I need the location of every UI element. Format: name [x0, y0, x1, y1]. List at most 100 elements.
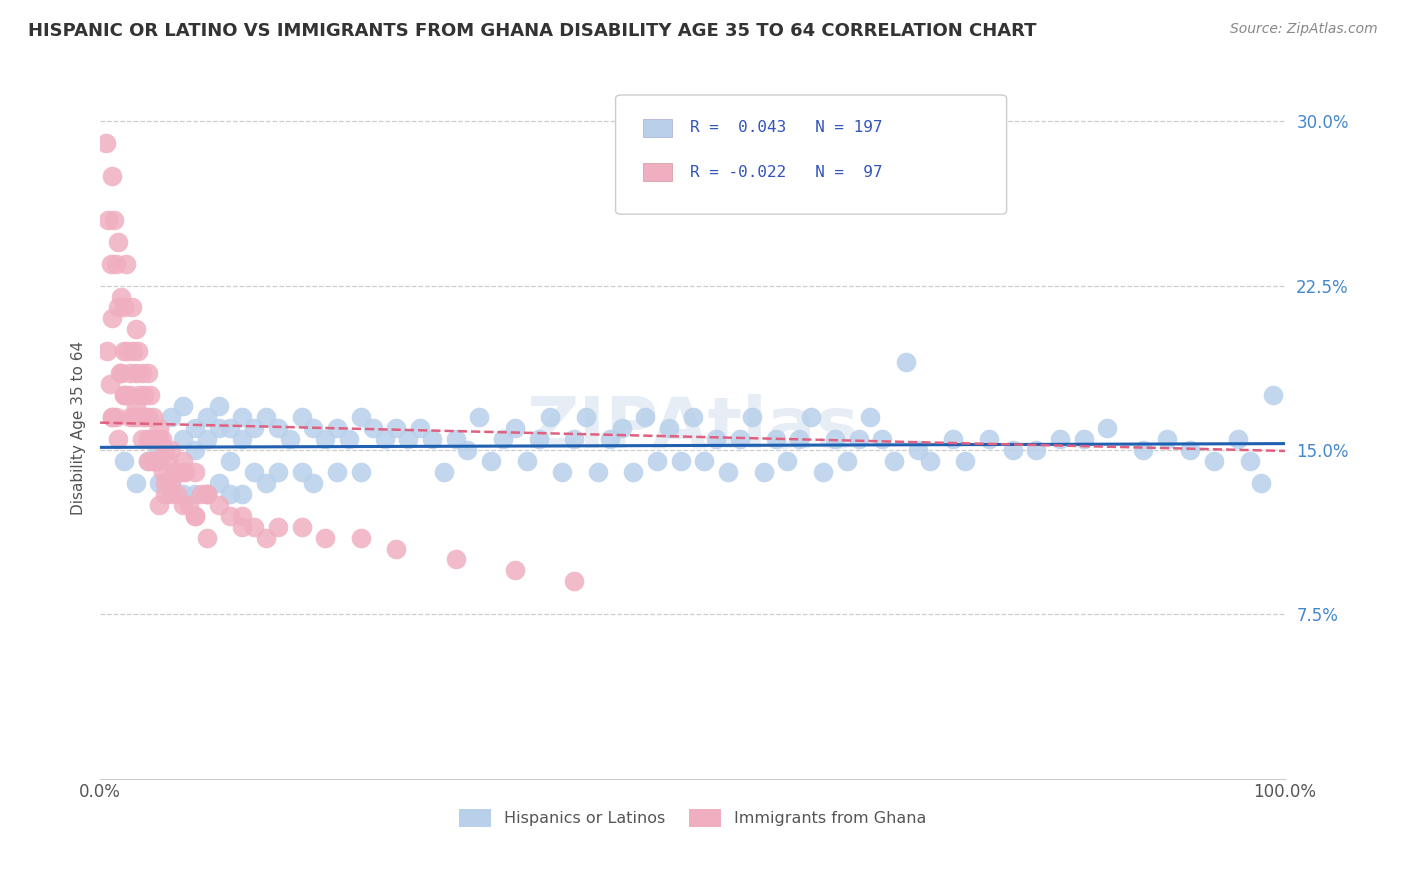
Point [124, 475, 146, 490]
Point [112, 344, 135, 359]
Point [184, 442, 207, 457]
Point [503, 421, 526, 435]
Point [131, 432, 153, 446]
Point [658, 421, 681, 435]
Point [96, 344, 118, 359]
Point [290, 410, 312, 425]
Point [385, 421, 408, 435]
Point [444, 552, 467, 566]
Point [160, 487, 183, 501]
Point [97, 212, 120, 227]
Point [420, 432, 443, 446]
Point [110, 366, 132, 380]
Text: Source: ZipAtlas.com: Source: ZipAtlas.com [1230, 22, 1378, 37]
Point [942, 432, 965, 446]
Point [139, 432, 162, 446]
Point [124, 410, 146, 425]
Point [172, 399, 194, 413]
Point [835, 454, 858, 468]
Point [122, 410, 145, 425]
Point [516, 454, 538, 468]
Point [586, 465, 609, 479]
Point [396, 432, 419, 446]
Point [254, 531, 277, 545]
Text: HISPANIC OR LATINO VS IMMIGRANTS FROM GHANA DISABILITY AGE 35 TO 64 CORRELATION : HISPANIC OR LATINO VS IMMIGRANTS FROM GH… [28, 22, 1036, 40]
Y-axis label: Disability Age 35 to 64: Disability Age 35 to 64 [72, 341, 86, 515]
Point [503, 563, 526, 577]
Point [302, 421, 325, 435]
Point [128, 388, 150, 402]
Point [1250, 475, 1272, 490]
Point [290, 465, 312, 479]
Point [1001, 442, 1024, 457]
Point [136, 454, 159, 468]
Point [195, 487, 218, 501]
Point [350, 531, 373, 545]
Point [110, 366, 132, 380]
Point [174, 465, 197, 479]
Point [101, 410, 124, 425]
Point [314, 432, 336, 446]
Point [1132, 442, 1154, 457]
Point [219, 421, 242, 435]
Point [177, 498, 200, 512]
Point [148, 421, 170, 435]
Point [146, 454, 169, 468]
Point [136, 432, 159, 446]
Point [682, 410, 704, 425]
Point [267, 519, 290, 533]
Point [326, 465, 349, 479]
Point [155, 487, 177, 501]
Point [136, 454, 159, 468]
Point [870, 432, 893, 446]
Point [122, 344, 145, 359]
Point [184, 508, 207, 523]
Point [314, 531, 336, 545]
Point [100, 257, 122, 271]
Point [645, 454, 668, 468]
Point [160, 475, 183, 490]
Point [575, 410, 598, 425]
Text: ZIPAtlas: ZIPAtlas [526, 393, 859, 463]
Point [132, 388, 155, 402]
Point [243, 519, 266, 533]
Legend: Hispanics or Latinos, Immigrants from Ghana: Hispanics or Latinos, Immigrants from Gh… [453, 803, 932, 834]
Point [492, 432, 515, 446]
Point [195, 487, 218, 501]
Point [142, 410, 165, 425]
Point [385, 541, 408, 556]
Point [103, 212, 125, 227]
Point [953, 454, 976, 468]
Point [145, 432, 167, 446]
Point [152, 465, 174, 479]
Point [148, 498, 170, 512]
Point [94, 136, 117, 151]
Point [124, 399, 146, 413]
Point [184, 487, 207, 501]
Point [207, 498, 229, 512]
Point [184, 465, 207, 479]
Point [859, 410, 882, 425]
Point [219, 487, 242, 501]
Point [142, 454, 165, 468]
Point [172, 454, 194, 468]
Point [231, 487, 253, 501]
Point [811, 465, 834, 479]
Point [112, 388, 135, 402]
Point [104, 410, 127, 425]
Point [115, 388, 138, 402]
Point [1073, 432, 1095, 446]
Point [172, 487, 194, 501]
Point [551, 465, 574, 479]
Point [894, 355, 917, 369]
Point [977, 432, 1000, 446]
Point [621, 465, 644, 479]
Point [190, 487, 212, 501]
Point [1025, 442, 1047, 457]
Point [195, 410, 218, 425]
Point [409, 421, 432, 435]
Point [231, 410, 253, 425]
Point [134, 410, 156, 425]
Point [115, 257, 138, 271]
Point [350, 410, 373, 425]
